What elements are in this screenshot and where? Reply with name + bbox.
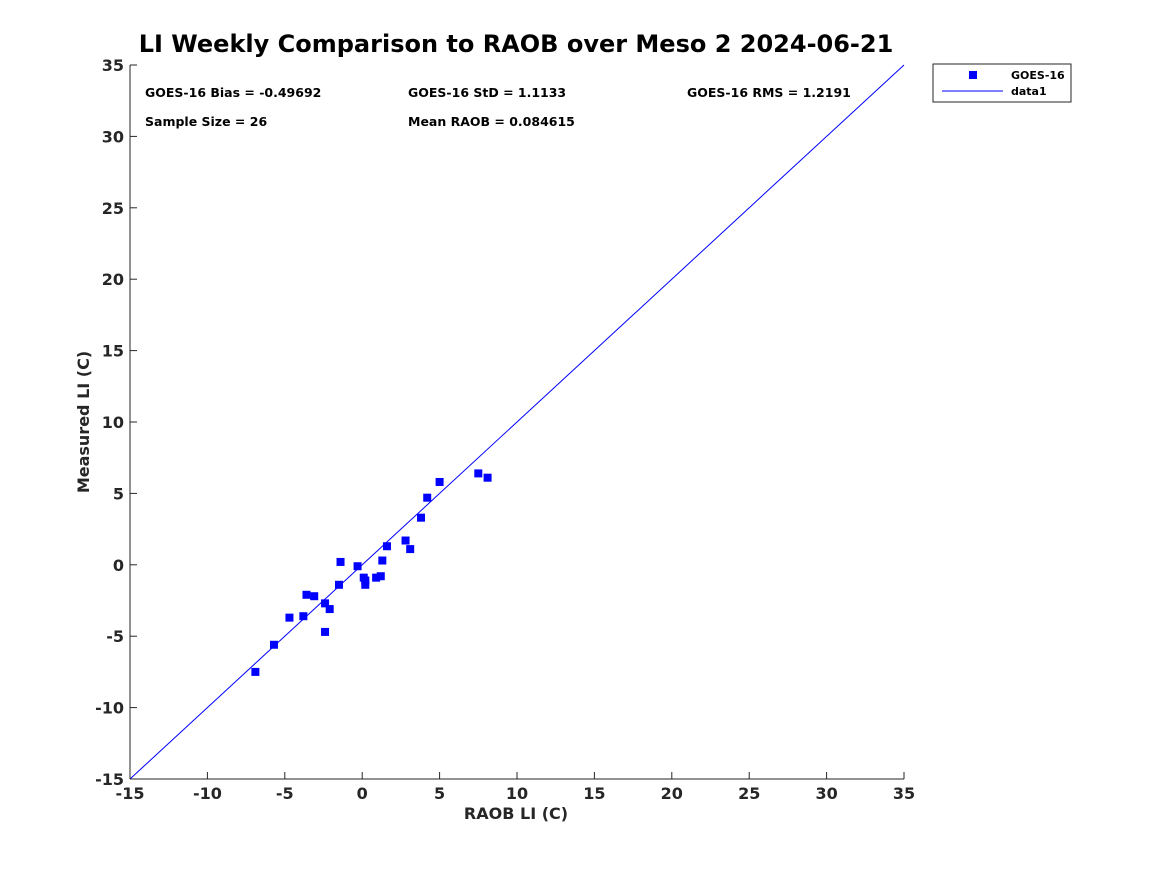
y-tick-label-15: 15 bbox=[102, 342, 124, 361]
x-tick-label-0: 0 bbox=[357, 784, 368, 803]
x-tick-label--10: -10 bbox=[193, 784, 222, 803]
legend-marker-goes16 bbox=[969, 71, 977, 79]
data-point-21 bbox=[423, 493, 432, 502]
data-point-22 bbox=[435, 477, 444, 486]
y-tick-label-10: 10 bbox=[102, 413, 124, 432]
x-tick-label-35: 35 bbox=[893, 784, 915, 803]
data-point-5 bbox=[310, 592, 319, 601]
legend-box bbox=[932, 63, 1072, 103]
stats-annotations: GOES-16 Bias = -0.49692 GOES-16 StD = 1.… bbox=[145, 85, 851, 129]
y-tick-label--5: -5 bbox=[106, 627, 124, 646]
data-point-7 bbox=[325, 605, 334, 614]
data-point-13 bbox=[361, 580, 370, 589]
y-tick-label-20: 20 bbox=[102, 270, 124, 289]
y-tick-label-25: 25 bbox=[102, 199, 124, 218]
x-axis-label: RAOB LI (C) bbox=[464, 804, 568, 823]
data-point-9 bbox=[334, 580, 343, 589]
x-tick-label-15: 15 bbox=[583, 784, 605, 803]
y-tick-label--15: -15 bbox=[95, 770, 124, 789]
bias-annotation: GOES-16 Bias = -0.49692 bbox=[145, 85, 321, 100]
std-annotation: GOES-16 StD = 1.1133 bbox=[408, 85, 566, 100]
x-tick-label-25: 25 bbox=[738, 784, 760, 803]
data-point-18 bbox=[401, 536, 410, 545]
x-tick-label-5: 5 bbox=[434, 784, 445, 803]
x-tick-label--15: -15 bbox=[116, 784, 145, 803]
data-point-11 bbox=[353, 562, 362, 571]
data-point-15 bbox=[376, 572, 385, 581]
data-point-10 bbox=[336, 557, 345, 566]
y-tick-label-5: 5 bbox=[113, 484, 124, 503]
data-point-0 bbox=[251, 667, 260, 676]
legend: GOES-16 data1 bbox=[932, 63, 1072, 103]
y-tick-label-35: 35 bbox=[102, 56, 124, 75]
rms-annotation: GOES-16 RMS = 1.2191 bbox=[687, 85, 851, 100]
x-tick-label--5: -5 bbox=[276, 784, 294, 803]
x-tick-label-10: 10 bbox=[506, 784, 528, 803]
legend-label-goes16: GOES-16 bbox=[1011, 69, 1065, 82]
data-point-6 bbox=[321, 599, 330, 608]
data-point-24 bbox=[483, 473, 492, 482]
data-point-1 bbox=[269, 640, 278, 649]
data-point-2 bbox=[285, 613, 294, 622]
reference-line-data1 bbox=[129, 64, 905, 780]
data-point-8 bbox=[321, 627, 330, 636]
data-point-19 bbox=[406, 545, 415, 554]
y-tick-label-0: 0 bbox=[113, 556, 124, 575]
data-point-3 bbox=[299, 612, 308, 621]
data-point-23 bbox=[474, 469, 483, 478]
data-point-16 bbox=[378, 556, 387, 565]
x-tick-label-30: 30 bbox=[815, 784, 837, 803]
sample-size-annotation: Sample Size = 26 bbox=[145, 114, 267, 129]
data-point-25 bbox=[361, 576, 370, 585]
legend-label-data1: data1 bbox=[1011, 85, 1047, 98]
y-tick-label-30: 30 bbox=[102, 127, 124, 146]
data-point-20 bbox=[417, 513, 426, 522]
data-point-14 bbox=[372, 573, 381, 582]
data-point-4 bbox=[302, 590, 311, 599]
y-tick-label--10: -10 bbox=[95, 699, 124, 718]
mean-raob-annotation: Mean RAOB = 0.084615 bbox=[408, 114, 575, 129]
data-point-17 bbox=[382, 542, 391, 551]
y-axis-label: Measured LI (C) bbox=[74, 351, 93, 493]
chart-title: LI Weekly Comparison to RAOB over Meso 2… bbox=[139, 30, 894, 58]
x-tick-label-20: 20 bbox=[661, 784, 683, 803]
plot-area bbox=[129, 64, 905, 780]
